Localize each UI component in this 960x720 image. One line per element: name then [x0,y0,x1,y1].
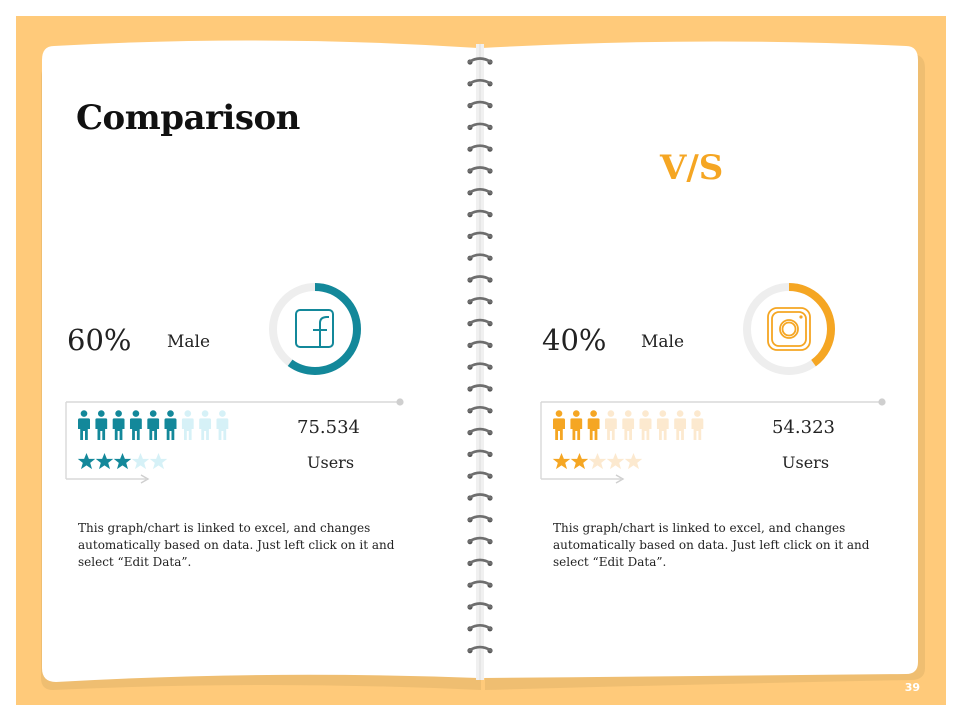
spiral-binding [467,57,493,654]
binding-ring [467,297,493,305]
right-page [482,41,918,679]
page-title: Comparison [76,98,300,138]
left-description: This graph/chart is linked to excel, and… [78,521,395,569]
left-page [42,40,478,682]
facebook-icon [295,309,334,348]
right-users-value: 54.323 [772,417,835,438]
binding-ring [467,471,493,479]
binding-ring [467,231,493,239]
binding-ring [467,384,493,392]
binding-ring [467,340,493,348]
binding-ring [467,624,493,632]
page-number: 39 [904,681,920,694]
binding-ring [467,144,493,152]
binding-ring [467,166,493,174]
right-card-frame [540,398,886,484]
binding-ring [467,188,493,196]
binding-ring [467,406,493,414]
right-description: This graph/chart is linked to excel, and… [553,521,870,569]
binding-ring [467,79,493,87]
left-users-label: Users [307,453,355,472]
binding-ring [467,558,493,567]
binding-ring [467,318,493,327]
right-users-label: Users [782,453,830,472]
binding-ring [467,362,493,370]
binding-ring [467,493,493,501]
binding-ring [467,253,493,261]
right-gender: Male [641,332,685,352]
binding-ring [467,122,493,130]
binding-ring [467,580,493,588]
binding-ring [467,427,493,436]
instagram-icon [767,307,811,351]
left-percent: 60% [67,323,132,357]
binding-ring [467,536,493,545]
binding-ring [467,100,493,109]
left-card-frame [65,398,404,484]
binding-ring [467,602,493,610]
binding-ring [467,275,493,283]
binding-ring [467,57,493,65]
right-percent: 40% [542,323,607,357]
right-donut [743,283,835,375]
left-users-value: 75.534 [297,417,360,438]
binding-ring [467,645,493,654]
left-gender: Male [167,332,211,352]
binding-ring [467,209,493,218]
vs-label: V/S [660,148,724,188]
binding-ring [467,515,493,523]
binding-ring [467,449,493,457]
left-donut [269,283,361,375]
